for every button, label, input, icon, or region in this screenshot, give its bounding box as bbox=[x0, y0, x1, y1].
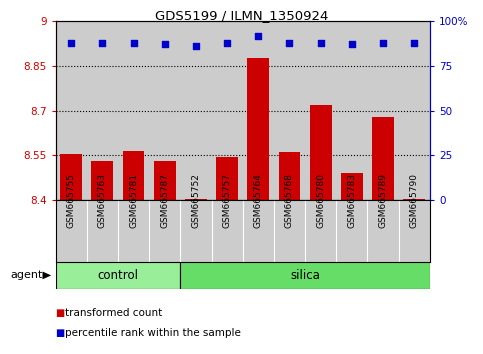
Text: GSM665780: GSM665780 bbox=[316, 173, 325, 228]
Text: silica: silica bbox=[290, 269, 320, 282]
Text: GSM665790: GSM665790 bbox=[410, 173, 419, 228]
Point bbox=[192, 44, 200, 49]
Text: GSM665768: GSM665768 bbox=[285, 173, 294, 228]
Bar bbox=[368, 21, 398, 200]
Text: GSM665781: GSM665781 bbox=[129, 173, 138, 228]
Point bbox=[285, 40, 293, 46]
Text: GSM665787: GSM665787 bbox=[160, 173, 169, 228]
Bar bbox=[341, 173, 363, 200]
Point bbox=[379, 40, 387, 46]
Bar bbox=[180, 262, 430, 289]
Point bbox=[129, 40, 137, 46]
Point bbox=[411, 40, 418, 46]
Text: GSM665752: GSM665752 bbox=[191, 173, 200, 228]
Point bbox=[67, 40, 75, 46]
Bar bbox=[310, 105, 332, 200]
Text: transformed count: transformed count bbox=[65, 308, 162, 318]
Bar bbox=[87, 21, 118, 200]
Bar bbox=[91, 161, 113, 200]
Bar bbox=[180, 21, 212, 200]
Bar bbox=[123, 151, 144, 200]
Bar bbox=[305, 21, 336, 200]
Bar bbox=[216, 157, 238, 200]
Bar bbox=[398, 21, 430, 200]
Bar bbox=[403, 199, 425, 200]
Text: GSM665763: GSM665763 bbox=[98, 173, 107, 228]
Bar bbox=[279, 152, 300, 200]
Text: control: control bbox=[98, 269, 139, 282]
Bar bbox=[372, 116, 394, 200]
Text: GSM665789: GSM665789 bbox=[379, 173, 387, 228]
Bar bbox=[118, 21, 149, 200]
Bar bbox=[56, 21, 87, 200]
Text: GDS5199 / ILMN_1350924: GDS5199 / ILMN_1350924 bbox=[155, 9, 328, 22]
Bar bbox=[336, 21, 368, 200]
Point bbox=[317, 40, 325, 46]
Text: ■: ■ bbox=[56, 308, 65, 318]
Point bbox=[348, 42, 356, 47]
Bar bbox=[60, 154, 82, 200]
Bar bbox=[212, 21, 242, 200]
Bar bbox=[274, 21, 305, 200]
Point bbox=[223, 40, 231, 46]
Point bbox=[161, 42, 169, 47]
Text: GSM665757: GSM665757 bbox=[223, 173, 232, 228]
Bar bbox=[242, 21, 274, 200]
Bar bbox=[247, 58, 269, 200]
Text: GSM665783: GSM665783 bbox=[347, 173, 356, 228]
Bar bbox=[185, 199, 207, 200]
Text: ■: ■ bbox=[56, 328, 65, 338]
Text: agent: agent bbox=[11, 270, 43, 280]
Bar bbox=[149, 21, 180, 200]
Text: GSM665764: GSM665764 bbox=[254, 173, 263, 228]
Bar bbox=[154, 161, 176, 200]
Text: percentile rank within the sample: percentile rank within the sample bbox=[65, 328, 241, 338]
Point bbox=[255, 33, 262, 38]
Text: GSM665755: GSM665755 bbox=[67, 173, 76, 228]
Bar bbox=[56, 262, 180, 289]
Point bbox=[99, 40, 106, 46]
